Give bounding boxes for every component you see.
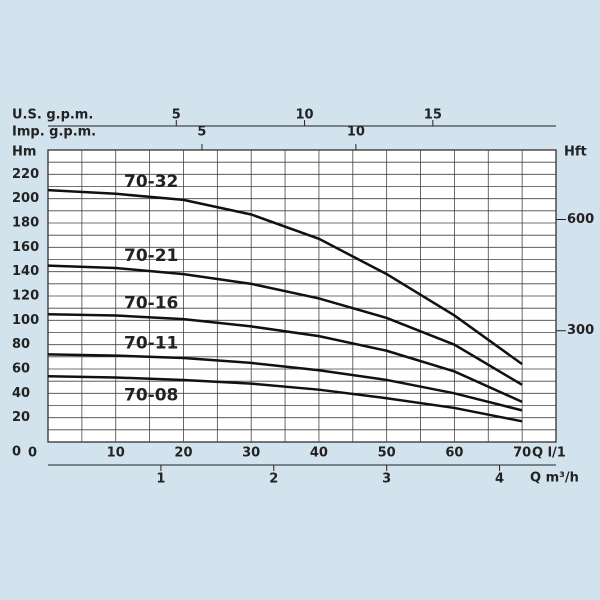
y-tick-label: 20: [12, 410, 30, 425]
top-axis-tick-label: 10: [296, 108, 314, 123]
curve-label: 70-21: [124, 246, 178, 266]
y2-axis-label: Hft: [564, 145, 587, 160]
bottom-axis-tick-label: 2: [269, 472, 278, 487]
y-axis-label: Hm: [12, 145, 36, 160]
curve: [47, 313, 523, 403]
curve-label: 70-16: [124, 293, 178, 313]
x-tick-label: 20: [174, 446, 192, 461]
curve-label: 70-32: [124, 172, 178, 192]
y2-tick-label: 600: [567, 212, 594, 227]
x-tick-label: 10: [107, 446, 125, 461]
y-tick-label: 140: [12, 264, 39, 279]
x-tick-label: 40: [310, 446, 328, 461]
top-axis-label: Imp. g.p.m.: [12, 125, 96, 140]
x-tick-label: 70: [513, 446, 531, 461]
y-tick-label: 120: [12, 289, 39, 304]
y-tick-label: 220: [12, 167, 39, 182]
y-tick-label: 160: [12, 240, 39, 255]
top-axis-tick-label: 15: [424, 108, 442, 123]
curve: [47, 264, 523, 386]
bottom-axis-tick-label: 4: [495, 472, 504, 487]
y-tick-label: 180: [12, 216, 39, 231]
top-axis-label: U.S. g.p.m.: [12, 108, 93, 123]
y-tick-label: 80: [12, 337, 30, 352]
y2-tick-label: 300: [567, 323, 594, 338]
y-tick-label: 60: [12, 362, 30, 377]
bottom-axis-label: Q m³/h: [530, 471, 579, 486]
y-tick-label: 200: [12, 191, 39, 206]
y-tick-label: 0: [12, 445, 21, 460]
top-axis-tick-label: 10: [347, 125, 365, 140]
x-tick-label: 0: [28, 446, 37, 461]
x-axis-label: Q l/1: [532, 446, 566, 461]
y-tick-label: 100: [12, 313, 39, 328]
x-tick-label: 60: [445, 446, 463, 461]
x-tick-label: 50: [378, 446, 396, 461]
curve-label: 70-08: [124, 386, 178, 406]
curve: [47, 375, 523, 423]
curve: [47, 353, 523, 412]
curve-label: 70-11: [124, 334, 178, 354]
top-axis-tick-label: 5: [197, 125, 206, 140]
bottom-axis-tick-label: 3: [382, 472, 391, 487]
bottom-axis-tick-label: 1: [156, 472, 165, 487]
top-axis-tick-label: 5: [172, 108, 181, 123]
y-tick-label: 40: [12, 386, 30, 401]
curve: [47, 188, 523, 366]
x-tick-label: 30: [242, 446, 260, 461]
